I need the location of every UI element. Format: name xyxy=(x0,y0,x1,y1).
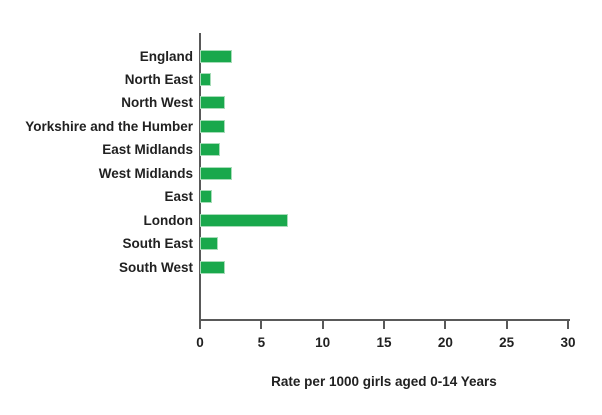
x-tick-label: 20 xyxy=(437,335,453,350)
x-axis-title: Rate per 1000 girls aged 0-14 Years xyxy=(271,374,497,389)
x-tick-label: 15 xyxy=(376,335,392,350)
category-label: North West xyxy=(121,95,193,111)
category-label: Yorkshire and the Humber xyxy=(25,118,193,134)
bar xyxy=(200,213,289,227)
bar xyxy=(200,72,212,86)
bar xyxy=(200,49,232,63)
category-label: East Midlands xyxy=(102,142,193,158)
category-label: North East xyxy=(124,71,193,87)
bar xyxy=(200,237,219,251)
x-tick xyxy=(567,320,569,329)
x-tick xyxy=(260,320,263,329)
x-tick-label: 0 xyxy=(196,335,204,350)
bar xyxy=(200,143,220,157)
category-label: East xyxy=(164,189,193,205)
x-tick-label: 30 xyxy=(560,335,576,350)
category-label: South East xyxy=(122,236,193,252)
bar xyxy=(200,190,213,204)
category-label: South West xyxy=(119,259,193,275)
x-tick xyxy=(505,320,508,329)
x-tick-label: 25 xyxy=(499,335,515,350)
x-tick xyxy=(383,320,385,329)
x-tick xyxy=(321,320,324,329)
x-tick-label: 10 xyxy=(315,335,331,350)
x-tick xyxy=(444,320,447,329)
bar xyxy=(200,96,225,110)
category-label: West Midlands xyxy=(98,165,193,181)
x-tick xyxy=(199,320,201,329)
bar xyxy=(200,260,225,274)
category-label: England xyxy=(139,48,193,64)
category-label: London xyxy=(143,212,193,228)
x-tick-label: 5 xyxy=(257,335,266,350)
bar xyxy=(200,166,232,180)
bar xyxy=(200,119,225,133)
